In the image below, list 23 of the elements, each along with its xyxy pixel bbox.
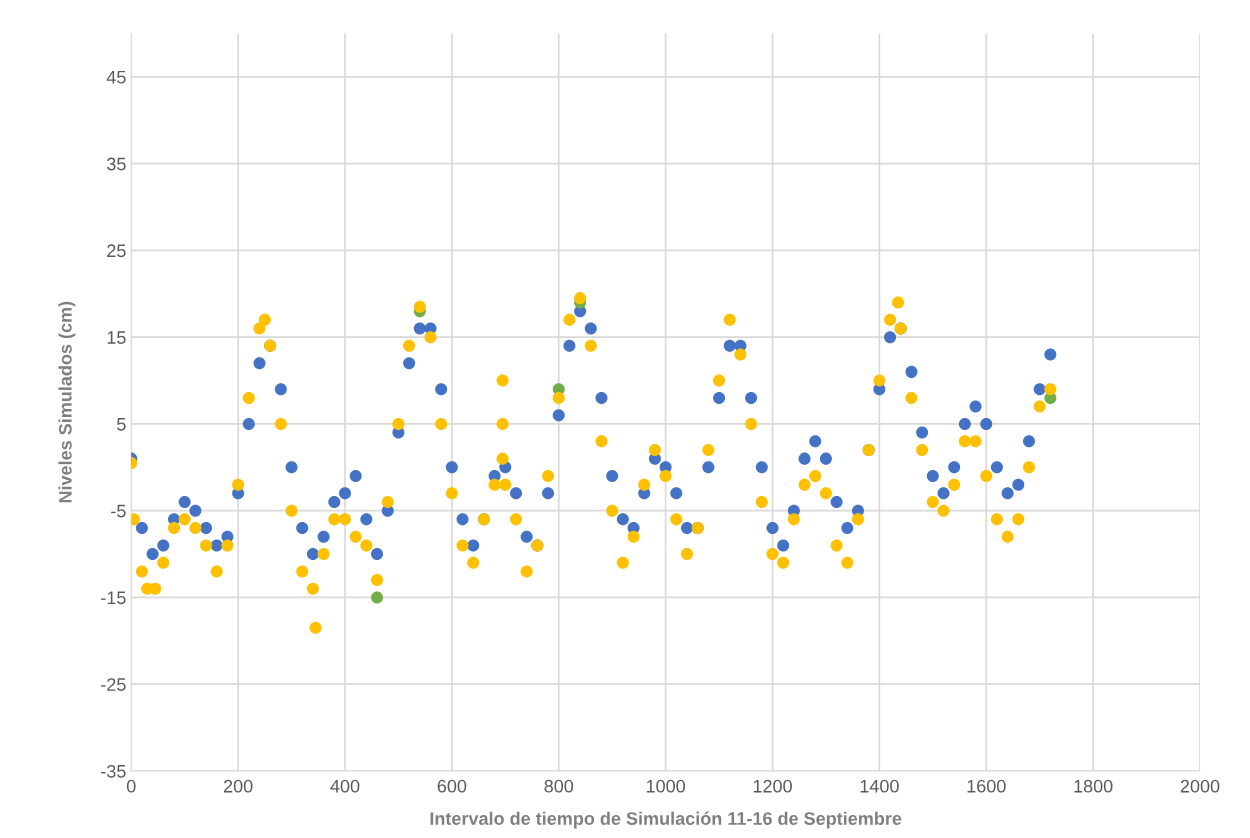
x-tick-label: 600 <box>437 779 467 793</box>
x-tick-label: 2000 <box>1180 779 1220 793</box>
y-tick-label: 45 <box>106 71 126 84</box>
y-tick-label: -25 <box>101 678 126 691</box>
y-tick-label: -35 <box>101 764 126 778</box>
y-axis-title: Niveles Simulados (cm) <box>58 301 76 503</box>
x-tick-label: 1600 <box>967 779 1006 793</box>
x-tick-label: 400 <box>330 779 360 793</box>
x-tick-label: 1000 <box>646 779 685 793</box>
y-tick-label: 5 <box>117 418 126 431</box>
y-tick-label: 25 <box>107 244 126 258</box>
point <box>371 591 384 604</box>
x-tick-label: 0 <box>126 779 136 793</box>
y-tick-label: -15 <box>101 591 126 605</box>
x-tick-label: 1200 <box>753 779 792 793</box>
y-tick-label: 15 <box>107 331 126 344</box>
x-tick-label: 200 <box>223 779 253 793</box>
x-axis-title: Intervalo de tiempo de Simulación 11-16 de Septiembre <box>430 811 902 829</box>
y-tick-label: 35 <box>107 157 126 171</box>
y-tick-label: -5 <box>111 504 126 518</box>
x-tick-label: 800 <box>544 779 574 793</box>
x-tick-label: 1800 <box>1074 779 1113 793</box>
x-tick-label: 1400 <box>860 779 899 793</box>
